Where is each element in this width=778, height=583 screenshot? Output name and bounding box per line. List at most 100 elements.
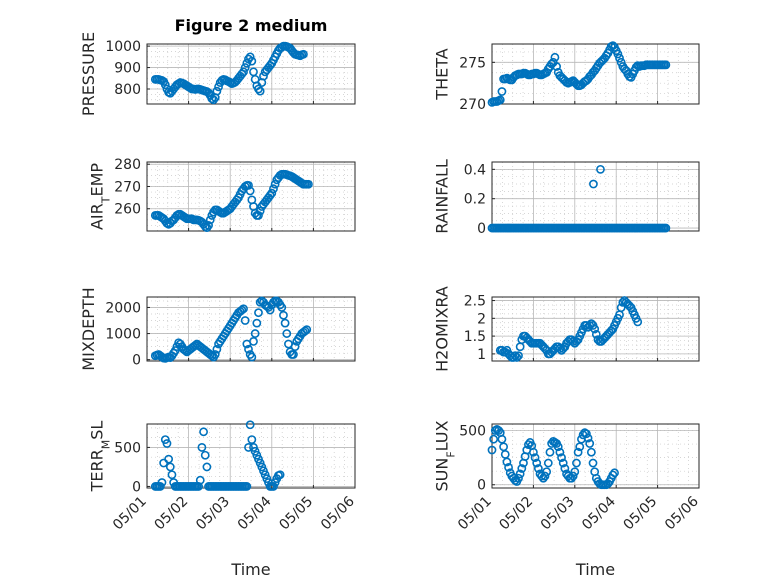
data-point: [160, 80, 170, 90]
y-tick-label: 2.5: [464, 294, 486, 310]
data-point: [290, 342, 300, 352]
data-point: [239, 304, 248, 314]
data-point: [167, 470, 177, 480]
data-point: [195, 475, 205, 485]
data-point: [591, 329, 601, 339]
panel-theta: 270 275 THETA: [432, 41, 700, 113]
data-point: [618, 297, 628, 307]
data-point: [540, 471, 550, 481]
data-point: [247, 352, 257, 362]
data-point: [275, 470, 285, 480]
data-point: [200, 450, 210, 460]
data-point: [255, 206, 265, 216]
axes-box: [146, 161, 356, 232]
x-tick-label: 05/04: [579, 493, 619, 533]
data-series: [487, 425, 619, 490]
y-tick-label: 2000: [105, 300, 141, 316]
y-axis-label: H2OMIXRA: [432, 286, 451, 372]
data-point: [596, 164, 605, 174]
y-axis-label: RAINFALL: [432, 159, 451, 234]
data-point: [282, 329, 292, 338]
data-point: [299, 49, 308, 59]
data-point: [514, 351, 523, 361]
y-tick-label: 0: [132, 353, 141, 369]
data-point: [240, 316, 250, 325]
data-point: [502, 457, 512, 467]
data-point: [300, 326, 310, 336]
data-point: [254, 308, 263, 318]
y-axis-label: THETA: [432, 48, 451, 100]
y-tick-label: 270: [459, 97, 486, 113]
x-tick-label: 05/03: [538, 494, 578, 534]
x-tick-label: 05/06: [662, 493, 702, 533]
data-point: [162, 439, 172, 448]
y-tick-label: 0.2: [464, 192, 486, 208]
data-point: [249, 337, 258, 346]
data-point: [514, 473, 523, 483]
data-point: [588, 458, 598, 468]
data-point: [495, 95, 505, 105]
data-point: [199, 427, 208, 437]
data-point: [542, 467, 552, 477]
data-point: [497, 87, 507, 96]
data-point: [242, 482, 252, 491]
data-point: [164, 454, 174, 464]
panel-sun-flux: 0 500 05/01 05/02 05/03 05/04 05/05 05/06 Time SU…: [432, 420, 701, 579]
data-point: [302, 325, 312, 335]
data-point: [590, 324, 600, 334]
data-point: [289, 350, 298, 359]
data-point: [547, 59, 557, 69]
y-axis-label: PRESSURE: [79, 32, 98, 116]
data-point: [270, 179, 280, 189]
data-point: [585, 439, 595, 448]
data-point: [550, 52, 560, 62]
data-point: [538, 473, 548, 483]
data-point: [661, 60, 671, 70]
x-tick-label: 05/02: [152, 494, 192, 534]
axes-box: [146, 43, 356, 105]
data-point: [586, 447, 596, 457]
axes-box: [491, 43, 700, 105]
x-tick-label: 05/01: [455, 494, 495, 534]
x-tick-label: 05/02: [496, 494, 536, 534]
y-tick-label: 1000: [105, 327, 141, 343]
data-point: [504, 462, 513, 472]
data-point: [197, 443, 207, 452]
data-point: [250, 329, 260, 338]
data-point: [530, 453, 540, 463]
data-point: [244, 180, 253, 190]
data-point: [568, 337, 578, 346]
data-point: [515, 469, 525, 479]
x-tick-label: 05/05: [621, 494, 661, 534]
panel-pressure: 800 900 1000 PRESSURE: [79, 32, 356, 116]
data-point: [212, 344, 222, 354]
data-point: [545, 447, 555, 457]
x-tick-label: 05/06: [318, 493, 358, 533]
data-point: [558, 458, 568, 468]
data-point: [157, 478, 167, 487]
data-point: [267, 188, 277, 198]
x-axis-label: Time: [230, 560, 270, 579]
y-axis-label: MIXDEPTH: [79, 287, 98, 370]
data-series: [150, 41, 308, 105]
plot-area: [491, 161, 700, 232]
y-tick-label: 500: [459, 424, 486, 440]
data-point: [615, 53, 624, 63]
x-tick-label: 05/03: [193, 494, 233, 534]
data-point: [543, 458, 553, 468]
data-point: [560, 464, 570, 473]
data-point: [567, 473, 576, 483]
y-tick-label: 1.5: [464, 329, 486, 345]
data-point: [537, 471, 547, 481]
data-point: [494, 426, 504, 435]
panel-rainfall: 0 0.2 0.4 RAINFALL: [432, 159, 700, 237]
data-point: [583, 433, 593, 443]
data-point: [573, 447, 583, 457]
data-point: [572, 458, 581, 468]
data-point: [269, 184, 278, 194]
data-point: [533, 464, 543, 473]
data-series: [150, 169, 313, 233]
data-point: [633, 317, 643, 327]
x-tick-label: 05/05: [276, 494, 316, 534]
